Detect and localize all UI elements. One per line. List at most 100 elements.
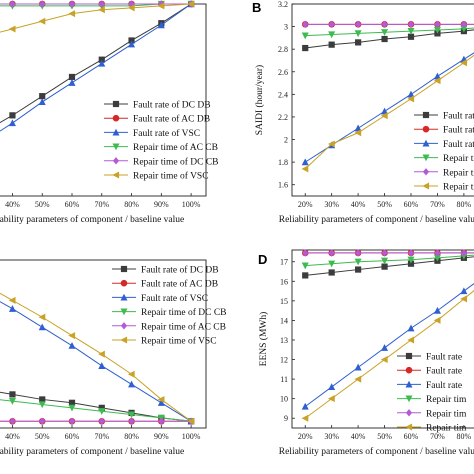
series-repair-time-of-vsc <box>0 0 195 33</box>
data-point <box>157 2 165 10</box>
legend-marker <box>422 139 430 147</box>
data-point <box>8 25 16 33</box>
y-tick-label: 15 <box>280 297 288 306</box>
panel-label: D <box>258 252 267 267</box>
series-repair-time-of-dc-cb <box>302 249 474 257</box>
data-point <box>460 20 467 29</box>
data-point <box>328 41 335 48</box>
legend-label: Repair time of VSC <box>133 171 209 182</box>
data-point <box>381 344 389 351</box>
legend-marker <box>112 157 120 165</box>
data-point <box>407 28 415 35</box>
x-axis-label: Reliability parameters of component / ba… <box>279 214 474 225</box>
y-tick-label: 2 <box>284 136 288 145</box>
data-point <box>301 262 309 270</box>
legend-label: Repair time of AC CB <box>141 321 226 332</box>
x-tick-label: 20% <box>298 432 313 441</box>
data-point <box>355 39 362 46</box>
x-tick-label: 30% <box>324 432 339 441</box>
series-fault-rate-of-vsc <box>301 282 474 410</box>
data-point <box>68 399 76 406</box>
legend-marker <box>405 423 413 431</box>
x-tick-label: 80% <box>457 200 472 209</box>
data-point <box>328 269 335 276</box>
legend-marker <box>422 125 430 133</box>
panel-a: 20%30%40%50%60%70%80%90%100%Reliability … <box>0 0 219 225</box>
y-tick-label: 3.2 <box>278 0 288 9</box>
data-point <box>127 370 135 378</box>
data-point <box>9 112 16 119</box>
data-point <box>98 417 105 425</box>
data-point <box>157 395 165 403</box>
legend-marker <box>112 143 120 151</box>
data-point <box>460 287 468 295</box>
legend-label: Fault rat <box>443 112 474 122</box>
data-point <box>354 30 362 38</box>
y-tick-label: 13 <box>280 336 288 345</box>
legend-label: Repair time of DC CB <box>141 307 227 318</box>
x-tick-label: 20% <box>298 200 313 209</box>
data-point <box>8 296 16 304</box>
legend-marker <box>405 409 413 417</box>
legend-label: Fault rate <box>426 381 462 391</box>
data-point <box>68 73 76 81</box>
data-point <box>68 0 76 8</box>
data-point <box>38 313 46 321</box>
x-tick-label: 30% <box>324 200 339 209</box>
x-tick-label: 40% <box>351 200 366 209</box>
series-fault-rate-of-vsc <box>301 52 474 166</box>
data-point <box>381 249 388 257</box>
data-point <box>407 256 415 264</box>
data-point <box>460 295 467 303</box>
legend-marker <box>422 182 430 190</box>
legend-marker <box>120 293 128 301</box>
data-point <box>433 77 441 85</box>
data-point <box>355 266 362 273</box>
data-point <box>187 0 195 8</box>
y-tick-label: 1.6 <box>278 181 288 190</box>
legend-label: Repair time of VSC <box>141 336 217 347</box>
data-point <box>407 33 415 40</box>
data-point <box>39 93 46 100</box>
y-tick-label: 2.6 <box>278 68 288 77</box>
data-point <box>381 35 388 43</box>
legend-label: Repair tim <box>426 395 467 405</box>
data-point <box>8 119 16 127</box>
data-point <box>433 316 441 324</box>
panel-d: 20%30%40%50%60%70%80%90%100%Reliability … <box>258 249 474 457</box>
data-point <box>128 411 136 419</box>
data-point <box>157 399 165 406</box>
x-axis-label: Reliability parameters of component / ba… <box>0 446 184 457</box>
x-tick-label: 40% <box>5 200 20 209</box>
x-tick-label: 60% <box>404 432 419 441</box>
x-tick-label: 70% <box>430 432 445 441</box>
data-point <box>354 124 362 132</box>
data-point <box>39 396 46 403</box>
x-tick-label: 40% <box>5 432 20 441</box>
data-point <box>433 306 441 314</box>
data-point <box>98 408 106 415</box>
data-point <box>355 249 362 257</box>
data-point <box>128 380 136 388</box>
series-repair-time-of-ac-cb <box>301 25 474 40</box>
data-point <box>407 260 415 267</box>
data-point <box>301 158 309 166</box>
data-point <box>407 95 415 103</box>
data-point <box>354 375 362 383</box>
data-point <box>98 0 105 8</box>
data-point <box>434 249 441 257</box>
legend-marker <box>120 279 128 287</box>
data-point <box>38 401 46 409</box>
data-point <box>328 20 335 29</box>
data-point <box>128 37 135 44</box>
data-point <box>354 363 362 371</box>
x-tick-label: 80% <box>124 200 139 209</box>
legend-marker <box>120 322 128 330</box>
legend-marker <box>112 128 120 136</box>
data-point <box>68 79 76 86</box>
y-tick-label: 2.8 <box>278 45 288 54</box>
panel-b: 20%30%40%50%60%70%80%90%100%Reliability … <box>252 0 474 225</box>
legend-marker <box>120 308 128 316</box>
data-point <box>328 31 336 39</box>
x-tick-label: 50% <box>377 432 392 441</box>
